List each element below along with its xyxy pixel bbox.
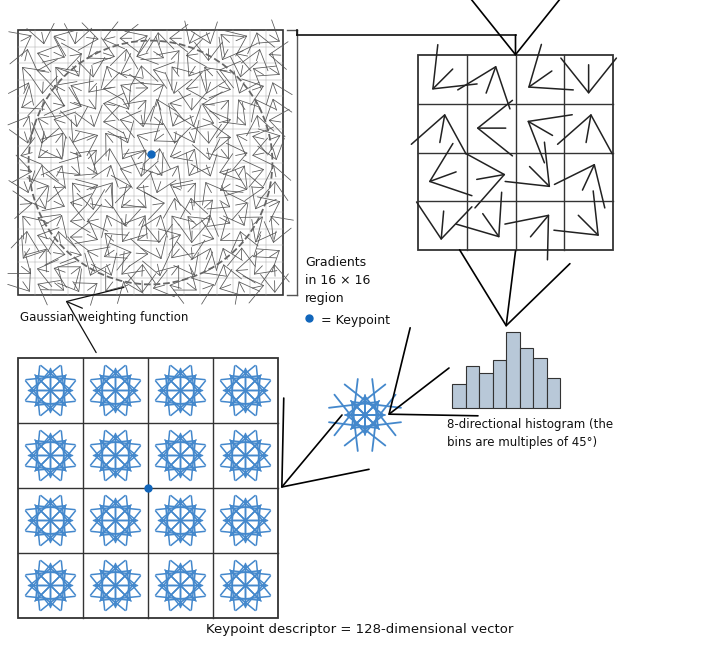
Bar [18,30,283,295]
Bar [546,377,560,408]
Bar [18,358,278,618]
Bar [479,373,493,408]
Bar [533,359,546,408]
Bar [452,384,465,408]
Text: 8-directional histogram (the
bins are multiples of 45°): 8-directional histogram (the bins are mu… [447,418,613,449]
Bar [493,360,506,408]
Bar [418,55,613,250]
Text: = Keypoint: = Keypoint [317,314,390,327]
Bar [520,348,533,408]
Text: Gradients
in 16 × 16
region: Gradients in 16 × 16 region [305,256,371,305]
Text: Gaussian weighting function: Gaussian weighting function [20,288,189,353]
Bar [506,332,520,408]
Bar [465,366,479,408]
Text: Keypoint descriptor = 128-dimensional vector: Keypoint descriptor = 128-dimensional ve… [206,623,513,636]
